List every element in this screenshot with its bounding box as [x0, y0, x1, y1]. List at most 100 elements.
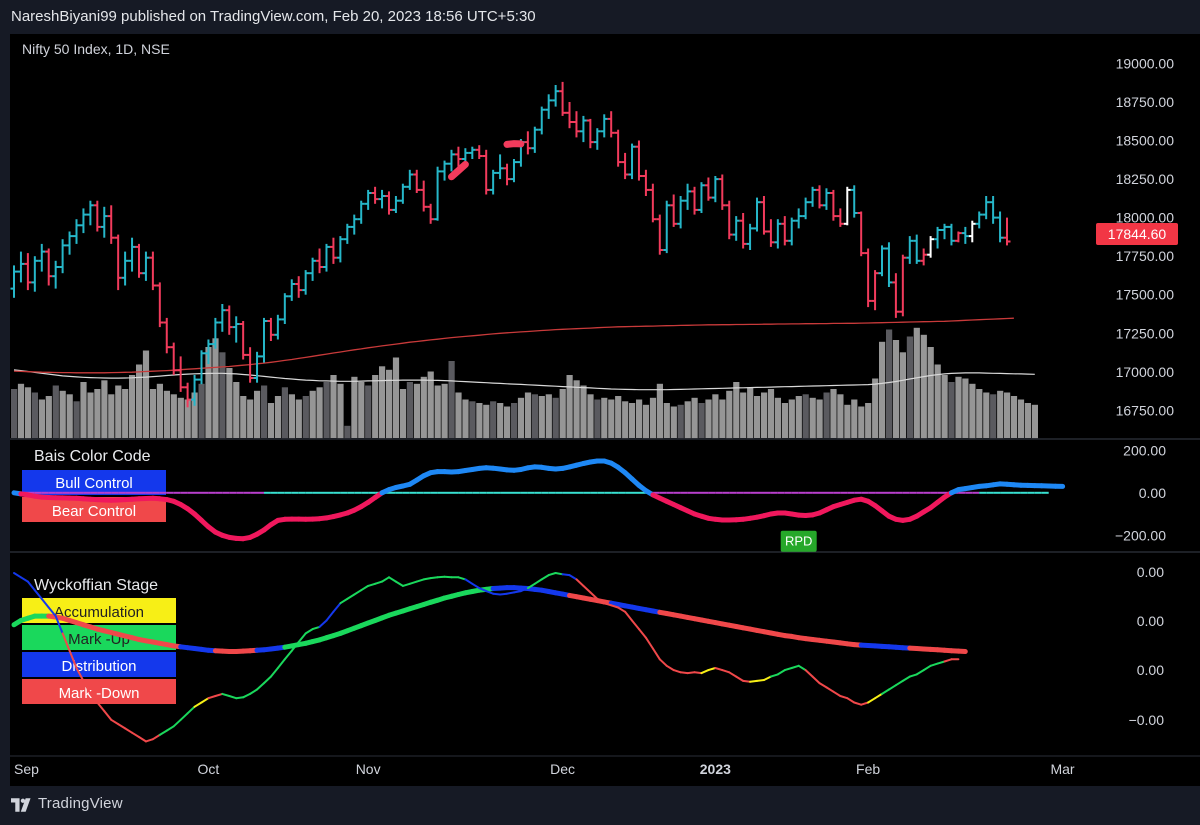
stage-fast-segment — [839, 695, 849, 700]
candle — [364, 189, 372, 210]
stage-fast-segment — [929, 662, 939, 667]
markdown-label: Mark -Down — [59, 685, 140, 702]
candle — [107, 205, 115, 244]
candle — [246, 347, 254, 383]
volume-bar — [434, 385, 441, 438]
candle — [781, 216, 789, 246]
stage-fast-segment — [374, 580, 383, 585]
volume-bar — [406, 382, 413, 438]
hollow-marker — [448, 160, 469, 181]
volume-bar — [573, 380, 580, 439]
volume-bar — [309, 390, 316, 439]
stage-fast-segment — [624, 610, 633, 622]
tradingview-logo[interactable]: TradingView — [11, 793, 151, 817]
stage-fast-segment — [721, 669, 731, 674]
stage-fast-segment — [644, 636, 654, 650]
hollow-markers — [448, 140, 525, 181]
candle — [281, 293, 289, 324]
candle — [566, 102, 574, 129]
stage-fast-segment — [901, 675, 911, 682]
volume-bar — [608, 399, 615, 438]
last-price-tag-bg — [1096, 223, 1178, 245]
volume-bar — [170, 394, 177, 439]
candle — [357, 200, 365, 224]
candle — [371, 186, 379, 204]
volume-bar — [205, 347, 212, 438]
volume-bar — [594, 399, 601, 438]
volume-bar — [677, 404, 684, 439]
volume-bar — [52, 385, 59, 438]
candle — [79, 208, 87, 234]
stage-fast-segment — [464, 578, 474, 585]
distribution-legend: Distribution — [22, 652, 176, 677]
candle — [197, 350, 205, 385]
volume-bar — [177, 397, 184, 439]
volume-bar — [462, 399, 469, 438]
stage-fast-segment — [26, 580, 36, 592]
candle — [399, 183, 407, 204]
candle — [760, 196, 768, 235]
volume-bar — [365, 385, 372, 438]
volume-bar — [920, 334, 927, 439]
stage-fast-segment — [367, 582, 377, 587]
stage-fast-segment — [339, 597, 349, 605]
time-tick-label: Nov — [356, 761, 381, 777]
wyckoff-pane[interactable]: Wyckoffian Stage Accumulation Mark -Up D… — [11, 564, 1165, 743]
volume-bar — [413, 383, 420, 439]
volume-bar — [115, 385, 122, 438]
stage-fast-segment — [415, 578, 425, 583]
stage-fast-segment — [138, 736, 147, 743]
distribution-label: Distribution — [61, 658, 136, 675]
stage-fast-segment — [547, 572, 557, 577]
candle — [788, 217, 796, 246]
volume-bar — [886, 329, 893, 438]
stage-fast-segment — [596, 597, 606, 605]
stage-fast-segment — [249, 688, 258, 695]
volume-bar — [80, 382, 87, 438]
volume-bar — [927, 347, 934, 438]
last-price-label: 17844.60 — [1108, 226, 1167, 242]
volume-bar — [587, 394, 594, 439]
stage-fast-segment — [422, 577, 432, 581]
volume-bar — [1031, 404, 1038, 439]
stage-fast-segment — [353, 589, 363, 596]
volume-bar — [469, 401, 476, 439]
time-tick-label: Feb — [856, 761, 880, 777]
time-axis[interactable]: Sep Oct Nov Dec 2023 Feb Mar — [14, 761, 1075, 777]
volume-bar — [788, 399, 795, 438]
stage-fast-segment — [603, 602, 613, 607]
stage-fast-segment — [346, 593, 356, 600]
stage-fast-segment — [318, 619, 328, 628]
candle — [892, 273, 900, 318]
volume-bar — [163, 390, 170, 439]
volume-bar — [129, 375, 136, 438]
volume-bar — [774, 397, 781, 439]
volume-bar — [969, 383, 976, 439]
stage-fast-segment — [943, 658, 953, 663]
stage-fast-segment — [131, 731, 140, 738]
stage-fast-segment — [651, 647, 661, 661]
stage-fast-segment — [40, 597, 50, 609]
price-axis[interactable]: 19000.00 18750.00 18500.00 18250.00 18000.00… — [1116, 55, 1175, 418]
candle — [538, 106, 546, 135]
stage-fast-segment — [283, 649, 293, 661]
stage-fast-segment — [846, 697, 856, 704]
bias-axis[interactable]: 200.00 0.00 −200.00 — [1115, 442, 1166, 543]
stage-fast-segment — [408, 580, 418, 585]
time-tick-label: 2023 — [700, 761, 731, 777]
footer-bar: TradingView — [0, 786, 1200, 825]
volume-bar — [899, 352, 906, 439]
markdown-legend: Mark -Down — [22, 679, 176, 704]
stage-fast-segment — [582, 584, 592, 594]
volume-bar — [94, 389, 101, 438]
volume-bar — [781, 403, 788, 438]
price-pane[interactable]: Nifty 50 Index, 1D, NSE 19000.00 18750.00… — [10, 41, 1179, 439]
candle — [86, 200, 94, 226]
chart-area[interactable]: Nifty 50 Index, 1D, NSE 19000.00 18750.00… — [0, 34, 1200, 786]
stage-fast-segment — [568, 574, 578, 581]
stage-axis[interactable]: 0.00 0.00 0.00 −0.00 — [1129, 564, 1165, 728]
time-tick-label: Dec — [550, 761, 575, 777]
candle — [913, 234, 921, 264]
bias-pane[interactable]: Bais Color Code Bull Control Bear Contro… — [11, 442, 1166, 552]
volume-bar — [392, 357, 400, 438]
